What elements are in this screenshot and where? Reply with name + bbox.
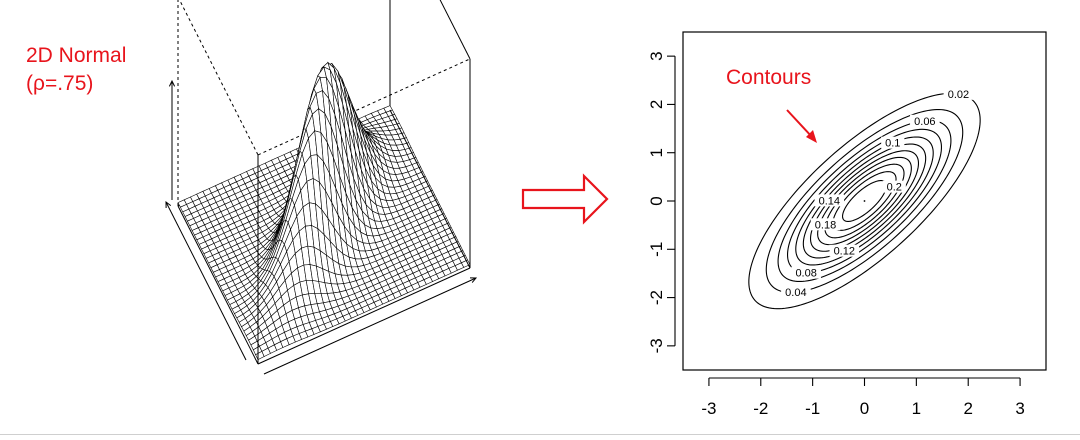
contour-line (795, 136, 934, 266)
contour-level-label: 0.04 (785, 287, 806, 299)
contour-label-bg (882, 180, 906, 193)
contour-line (748, 92, 981, 310)
bottom-divider (0, 434, 1080, 435)
contour-label-bg (791, 266, 821, 279)
contour-level-label: 0.02 (948, 89, 969, 101)
box-edge (257, 267, 471, 365)
y-tick-label: 1 (647, 148, 666, 157)
axis-arrow (263, 277, 477, 375)
contour-label-bg (814, 194, 845, 207)
contour-label-bg (781, 286, 811, 299)
x-tick-label: -3 (701, 399, 716, 418)
contour-label-bg (810, 218, 841, 231)
contour-label-bg (943, 87, 974, 100)
contour-line (824, 163, 905, 239)
contour-label-bg (881, 136, 905, 149)
contour-level-label: 0.12 (834, 246, 855, 258)
x-tick-label: -2 (753, 399, 768, 418)
box-edge (257, 58, 471, 156)
plot-frame (682, 31, 1047, 371)
contour-line (842, 180, 887, 222)
box-edge (439, 0, 471, 60)
contour-level-label: 0.14 (819, 195, 840, 207)
contour-lines (748, 92, 981, 310)
box-edge (177, 205, 259, 365)
contour-label-bg (829, 244, 860, 257)
y-axis: -3 -2 -1 0 1 2 3 (647, 51, 676, 353)
contour-level-label: 0.1 (885, 138, 900, 150)
x-tick-label: -1 (805, 399, 820, 418)
contour-level-label: 0.2 (887, 182, 902, 194)
x-tick-label: 1 (912, 399, 921, 418)
contours-pointer-arrowhead (806, 130, 817, 143)
arrowhead-icon (168, 79, 176, 87)
x-tick-label: 3 (1015, 399, 1024, 418)
contour-center-dot (863, 200, 866, 202)
contour-line (817, 156, 912, 246)
x-axis: -3 -2 -1 0 1 2 3 (701, 377, 1025, 418)
chart-title-line2: (ρ=.75) (26, 72, 94, 95)
contour-line (809, 150, 920, 252)
y-tick-label: 0 (647, 196, 666, 205)
x-tick-label: 0 (860, 399, 869, 418)
x-tick-label: 2 (963, 399, 972, 418)
contour-line (777, 119, 952, 283)
surface-mesh (177, 61, 471, 361)
contours-annotation: Contours (726, 66, 812, 89)
contour-level-labels: 0.02 0.04 0.06 0.08 0.1 0.12 0.14 0.18 0.2 (781, 87, 974, 299)
arrowhead-icon (165, 200, 172, 209)
y-tick-label: -1 (647, 242, 666, 257)
y-tick-label: 3 (647, 51, 666, 60)
hollow-right-arrow-icon (521, 173, 609, 225)
contours-pointer-arrow (786, 109, 814, 139)
arrowhead-icon (469, 277, 478, 283)
contour-level-label: 0.08 (795, 268, 816, 280)
chart-title-line1: 2D Normal (26, 44, 127, 67)
contour-level-label: 0.18 (815, 219, 836, 231)
axis-arrow (165, 201, 247, 361)
contour-label-bg (910, 114, 940, 127)
y-tick-label: -2 (647, 290, 666, 305)
y-tick-label: -3 (647, 338, 666, 353)
contour-level-label: 0.06 (914, 116, 935, 128)
y-tick-label: 2 (647, 100, 666, 109)
surface-facet (460, 259, 471, 268)
contour-line (802, 143, 927, 259)
box-edge (389, 109, 471, 269)
surface-box-front (165, 58, 478, 375)
contour-line (765, 108, 964, 294)
